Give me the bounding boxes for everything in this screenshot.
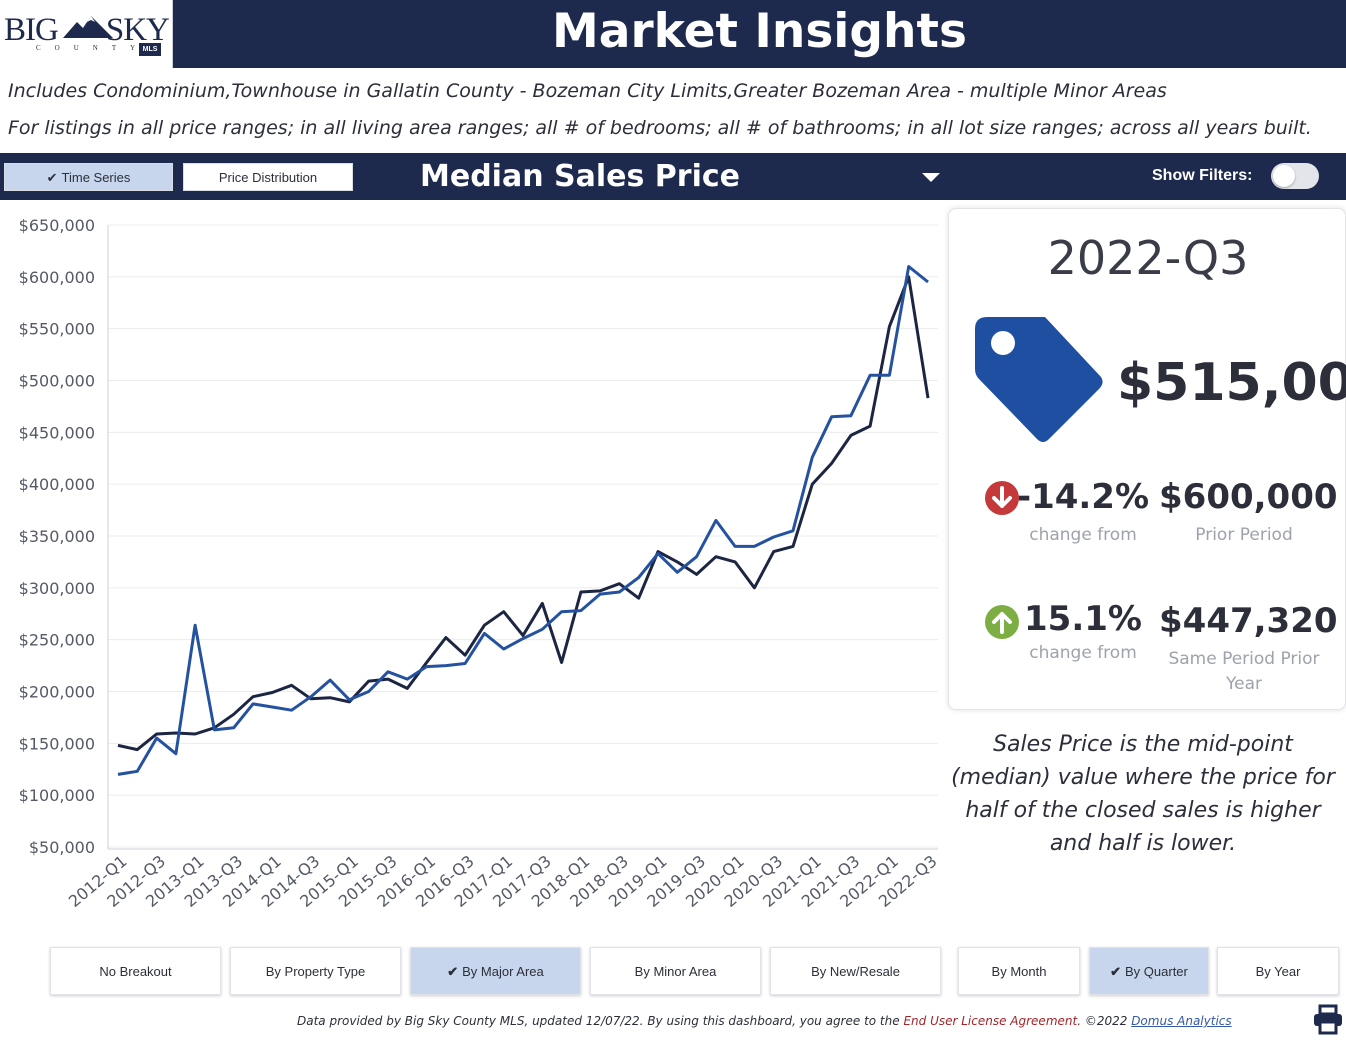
by-major-area-button[interactable]: ✔ By Major Area	[410, 947, 581, 995]
license-link[interactable]: End User License Agreement.	[903, 1014, 1082, 1028]
logo-subtext: COUNTY	[36, 44, 150, 52]
arrow-down-icon	[985, 481, 1019, 515]
metric-explanation: Sales Price is the mid-point (median) va…	[951, 732, 1335, 856]
y-tick-label: $250,000	[19, 631, 95, 650]
series-line-2	[117, 265, 929, 776]
y-tick-label: $150,000	[19, 734, 95, 753]
change-prior-period-pct: -14.2%	[1016, 477, 1150, 517]
y-tick-label: $450,000	[19, 423, 95, 442]
y-tick-label: $650,000	[19, 216, 95, 235]
check-icon: ✔	[1110, 964, 1122, 979]
chevron-down-icon[interactable]	[920, 170, 942, 184]
by-quarter-button[interactable]: ✔ By Quarter	[1089, 947, 1209, 995]
price-tag-icon	[975, 317, 1103, 442]
change-from-label-2: change from	[1029, 643, 1137, 663]
show-filters-label: Show Filters:	[1152, 167, 1253, 184]
by-minor-area-button[interactable]: By Minor Area	[590, 947, 761, 995]
y-tick-label: $500,000	[19, 372, 95, 391]
change-from-label: change from	[1029, 525, 1137, 545]
period-label: 2022-Q3	[1047, 231, 1249, 285]
change-prior-year-pct: 15.1%	[1024, 599, 1142, 639]
mountain-icon	[63, 16, 113, 38]
y-tick-label: $50,000	[29, 838, 95, 857]
check-icon: ✔	[46, 170, 58, 185]
filter-description-line2: For listings in all price ranges; in all…	[8, 117, 1312, 139]
prior-period-value: $600,000	[1159, 477, 1338, 517]
domus-analytics-link[interactable]: Domus Analytics	[1131, 1014, 1232, 1028]
y-tick-label: $100,000	[19, 786, 95, 805]
by-property-type-button[interactable]: By Property Type	[230, 947, 401, 995]
y-tick-label: $300,000	[19, 579, 95, 598]
y-tick-label: $600,000	[19, 268, 95, 287]
header-bar: BIG SKY COUNTY MLS Market Insights	[0, 0, 1346, 68]
prior-year-label: Same Period Prior Year	[1168, 649, 1320, 694]
check-icon: ✔	[447, 964, 459, 979]
price-distribution-button[interactable]: Price Distribution	[183, 163, 353, 191]
logo-badge: MLS	[139, 43, 161, 56]
y-tick-label: $350,000	[19, 527, 95, 546]
y-tick-label: $550,000	[19, 320, 95, 339]
y-tick-label: $200,000	[19, 683, 95, 702]
toggle-knob	[1273, 165, 1295, 187]
by-month-button[interactable]: By Month	[958, 947, 1080, 995]
median-price-value: $515,000	[1117, 353, 1346, 413]
time-series-button[interactable]: ✔ Time Series	[4, 163, 173, 191]
median-sales-price-chart: $650,000 $600,000 $550,000 $500,000 $450,000…	[19, 216, 941, 911]
no-breakout-button[interactable]: No Breakout	[50, 947, 221, 995]
footer: Data provided by Big Sky County MLS, upd…	[297, 1014, 1232, 1028]
filter-description-line1: Includes Condominium,Townhouse in Gallat…	[8, 80, 1167, 102]
y-tick-label: $400,000	[19, 475, 95, 494]
toolbar: ✔ Time Series Price Distribution Median S…	[0, 153, 1346, 200]
logo[interactable]: BIG SKY COUNTY MLS	[0, 0, 173, 68]
prior-period-label: Prior Period	[1195, 525, 1293, 545]
prior-year-value: $447,320	[1159, 601, 1338, 641]
metric-title: Median Sales Price	[420, 159, 740, 194]
show-filters-toggle[interactable]	[1271, 163, 1319, 189]
page-title: Market Insights	[552, 4, 967, 59]
by-year-button[interactable]: By Year	[1217, 947, 1339, 995]
logo-text: BIG SKY	[4, 12, 170, 48]
series-line-1	[117, 275, 930, 752]
summary-card: 2022-Q3 $515,000 -14.2% change from $600…	[948, 208, 1346, 710]
print-icon[interactable]	[1312, 1003, 1344, 1035]
by-new-resale-button[interactable]: By New/Resale	[770, 947, 941, 995]
arrow-up-icon	[985, 605, 1019, 639]
